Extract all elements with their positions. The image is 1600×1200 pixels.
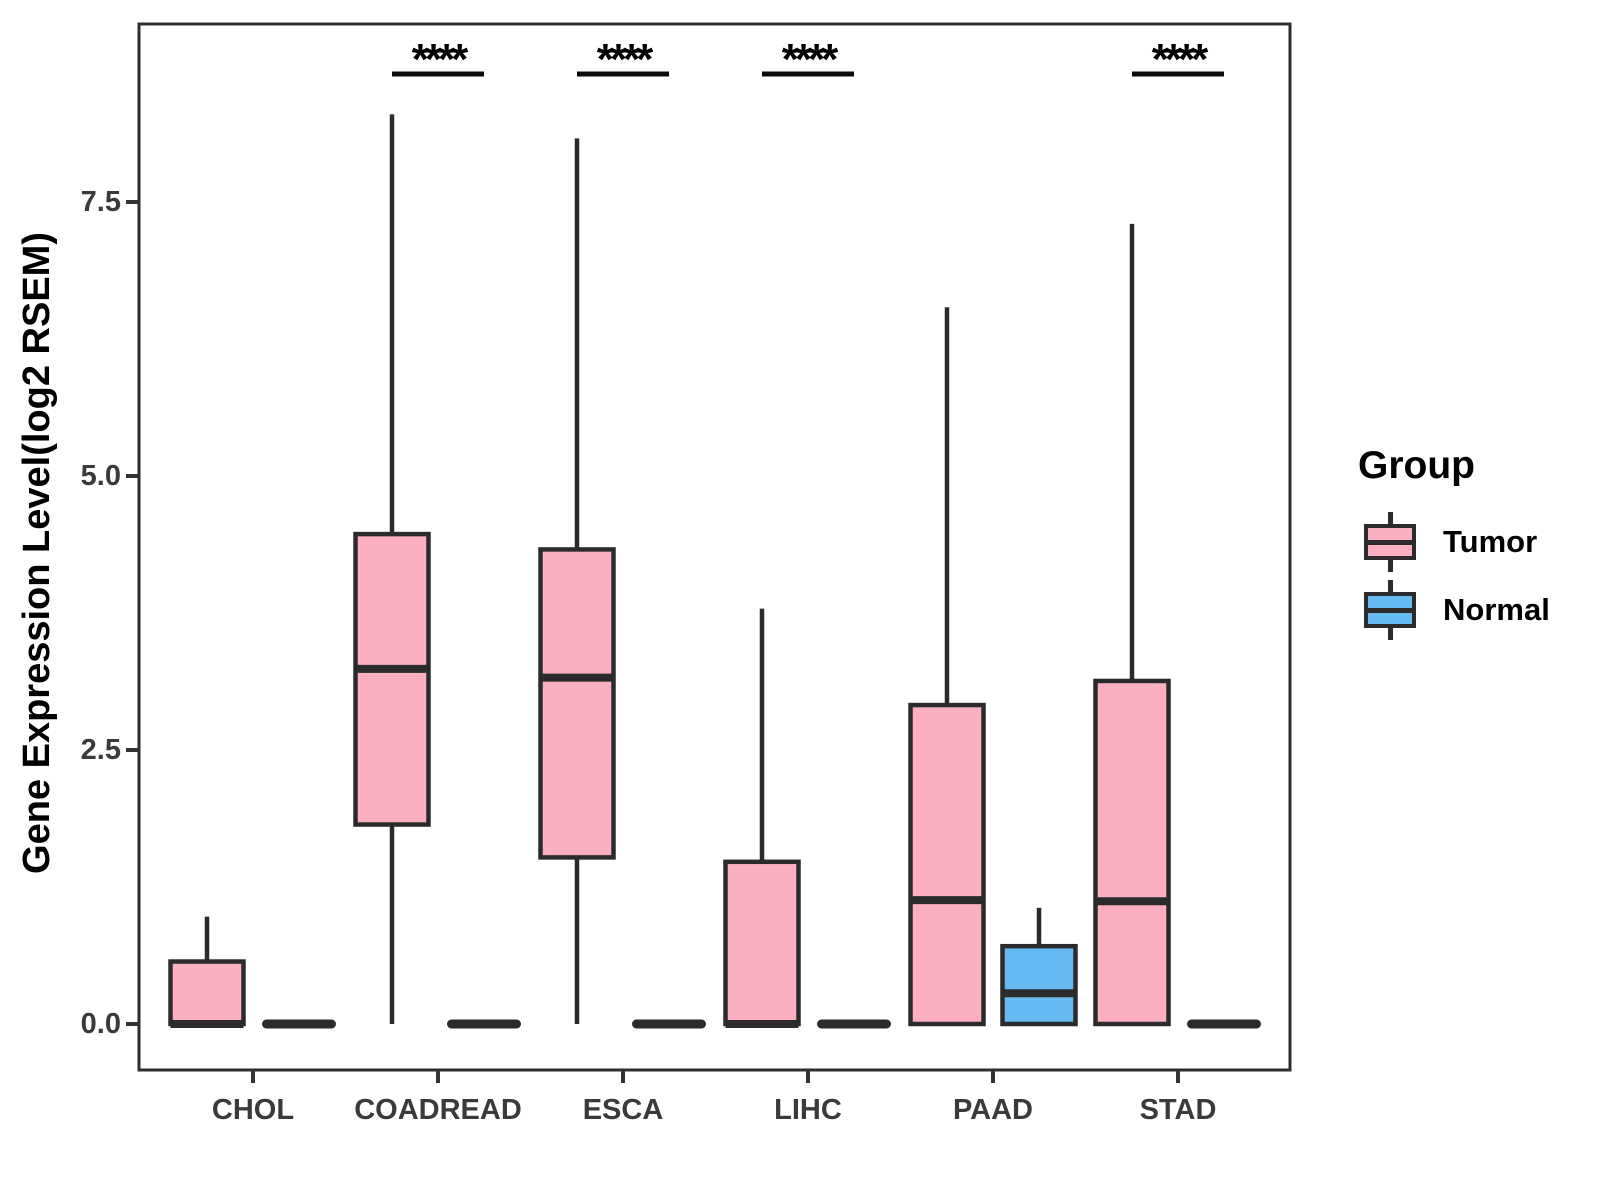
y-tick-label: 0.0 <box>80 1008 121 1040</box>
legend-item-normal: Normal <box>1363 580 1550 640</box>
x-tick-label-esca: ESCA <box>582 1094 664 1126</box>
tumor-box-chol <box>168 959 246 1027</box>
normal-box-paad <box>1000 943 1078 1027</box>
legend-item-tumor: Tumor <box>1363 512 1537 572</box>
panel-border <box>137 22 1292 1072</box>
y-tick-label: 5.0 <box>80 460 121 492</box>
legend-title: Group <box>1358 444 1475 487</box>
significance-stars-esca: **** <box>596 35 654 84</box>
tumor-box-esca <box>538 547 616 860</box>
y-axis-title: Gene Expression Level(log2 RSEM) <box>16 232 58 874</box>
tumor-boxplot-key-icon <box>1363 512 1417 572</box>
legend-label-normal: Normal <box>1443 592 1550 627</box>
tumor-box-stad <box>1093 678 1171 1027</box>
tumor-box-paad <box>908 702 986 1027</box>
x-tick-label-coadread: COADREAD <box>354 1094 522 1126</box>
normal-boxplot-key-icon <box>1363 580 1417 640</box>
x-tick-label-lihc: LIHC <box>774 1094 842 1126</box>
tumor-box-lihc <box>723 859 801 1027</box>
x-tick-label-chol: CHOL <box>211 1094 295 1126</box>
x-tick-label-stad: STAD <box>1139 1094 1217 1126</box>
significance-stars-stad: **** <box>1151 35 1209 84</box>
significance-stars-lihc: **** <box>781 35 839 84</box>
x-tick-label-paad: PAAD <box>952 1094 1034 1126</box>
y-tick-label: 2.5 <box>80 734 121 766</box>
significance-stars-coadread: **** <box>411 35 469 84</box>
y-tick-label: 7.5 <box>80 186 121 218</box>
legend-label-tumor: Tumor <box>1443 524 1538 559</box>
tumor-box-coadread <box>353 531 431 827</box>
